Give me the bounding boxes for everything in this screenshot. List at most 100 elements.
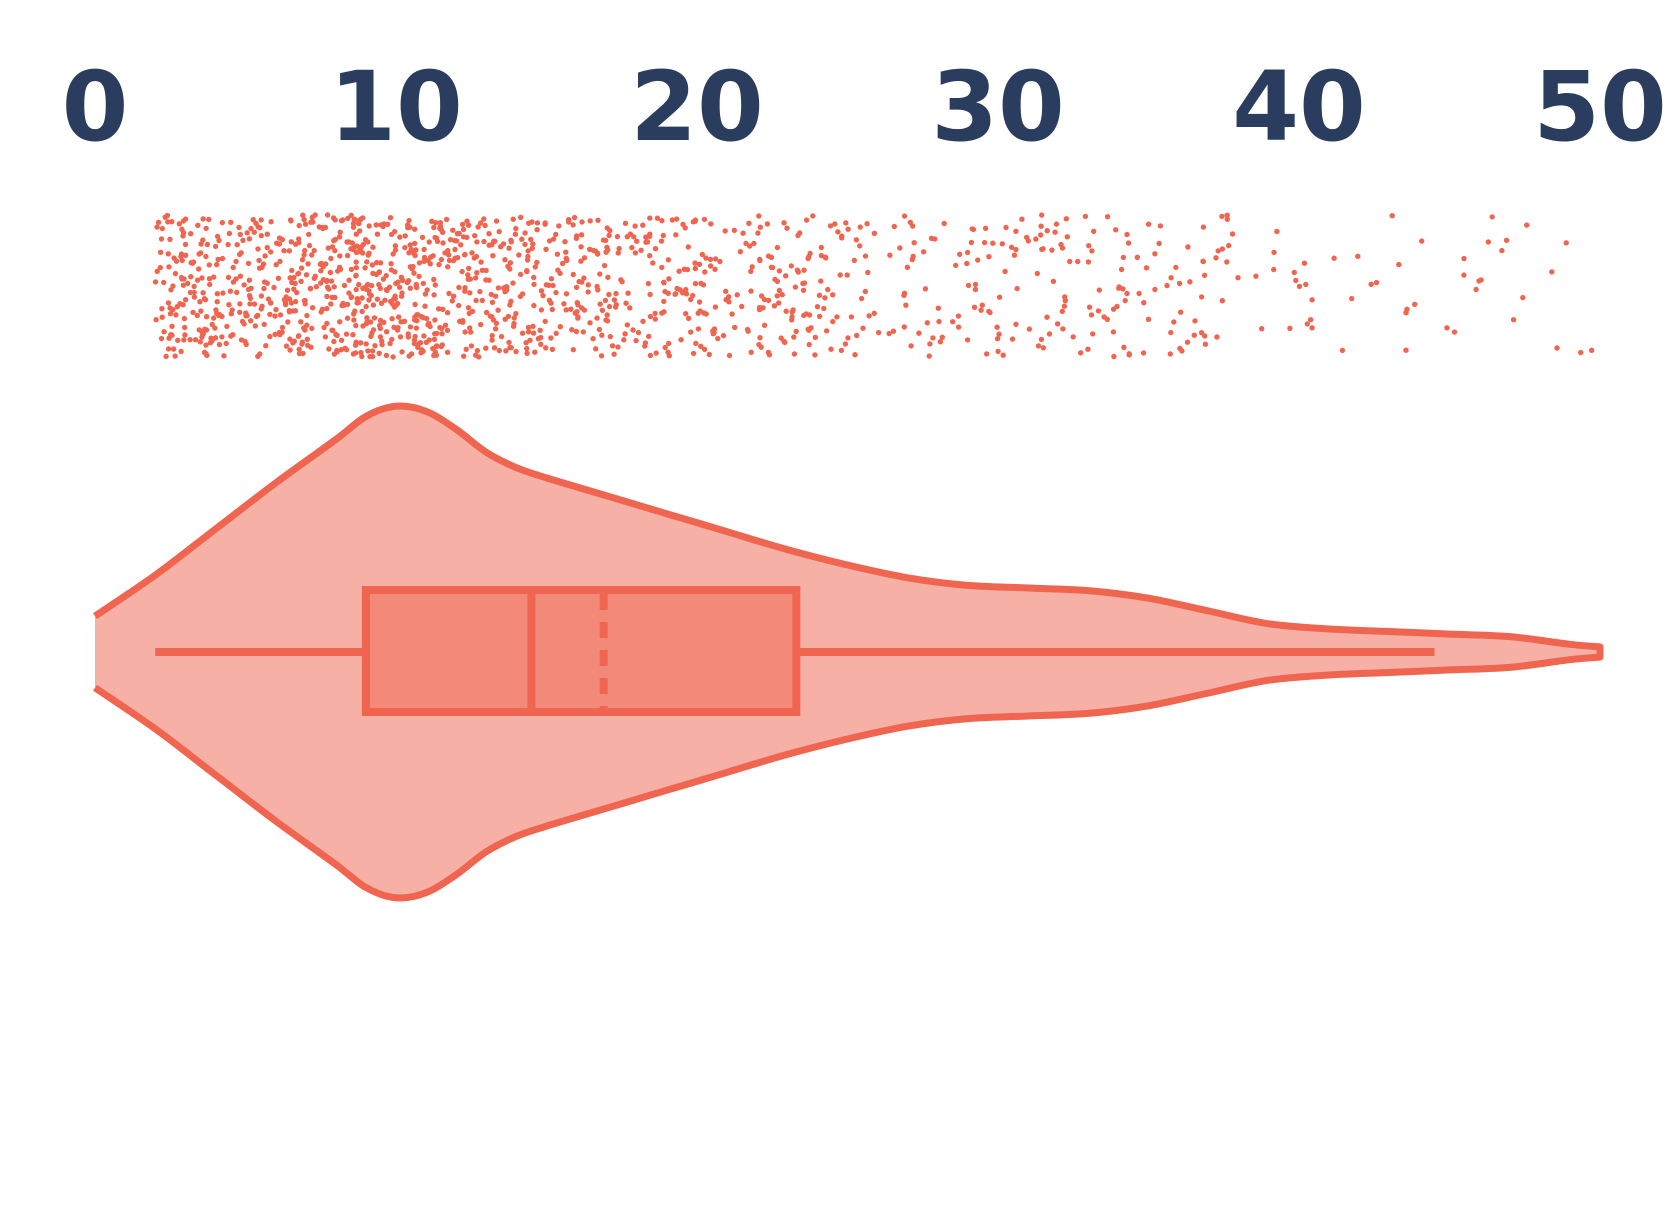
data-point xyxy=(631,234,637,240)
data-point xyxy=(374,259,380,266)
data-point xyxy=(508,239,514,245)
data-point xyxy=(503,284,510,290)
data-point xyxy=(615,250,621,256)
data-point xyxy=(360,215,366,221)
data-point xyxy=(771,303,778,309)
data-point xyxy=(225,241,231,248)
data-point xyxy=(366,297,372,303)
data-point xyxy=(500,241,507,247)
data-point xyxy=(994,324,1000,330)
data-point xyxy=(180,233,186,239)
data-point xyxy=(669,217,675,223)
data-point xyxy=(1085,346,1091,352)
data-point xyxy=(627,305,633,311)
data-point xyxy=(578,244,584,250)
data-point xyxy=(537,327,543,333)
data-point xyxy=(438,256,445,263)
data-point xyxy=(234,289,240,296)
data-point xyxy=(215,256,221,263)
data-point xyxy=(298,278,304,285)
data-point xyxy=(237,231,243,238)
data-point xyxy=(1403,347,1409,353)
data-point xyxy=(964,249,971,256)
data-point xyxy=(550,282,556,289)
data-point xyxy=(696,299,703,305)
data-point xyxy=(1059,308,1066,314)
data-point xyxy=(401,318,408,324)
data-point xyxy=(288,218,294,224)
data-point xyxy=(287,347,293,353)
data-point xyxy=(260,261,267,267)
data-point xyxy=(257,225,263,231)
data-point xyxy=(578,305,585,311)
data-point xyxy=(200,216,206,222)
data-point xyxy=(277,258,283,265)
data-point xyxy=(285,319,291,325)
data-point xyxy=(661,280,667,286)
data-point xyxy=(226,230,233,237)
data-point xyxy=(396,284,403,290)
data-point xyxy=(1025,238,1032,244)
data-point xyxy=(301,325,307,331)
data-point xyxy=(555,267,561,273)
data-point xyxy=(830,318,836,325)
data-point xyxy=(1124,231,1130,238)
data-point xyxy=(1173,264,1179,271)
data-point xyxy=(1141,300,1147,306)
data-point xyxy=(642,343,648,349)
data-point xyxy=(309,305,316,311)
data-point xyxy=(908,343,914,349)
data-point xyxy=(662,344,668,351)
data-point xyxy=(506,339,512,346)
data-point xyxy=(871,310,877,316)
data-point xyxy=(417,340,424,346)
data-point xyxy=(446,257,453,264)
data-point xyxy=(598,353,605,359)
data-point xyxy=(1014,285,1020,292)
data-point xyxy=(197,299,203,305)
data-point xyxy=(862,288,868,295)
data-point xyxy=(622,331,628,337)
data-point xyxy=(791,351,798,357)
data-point xyxy=(421,258,427,264)
data-point xyxy=(1476,278,1482,284)
data-point xyxy=(542,318,548,325)
data-point xyxy=(216,237,222,244)
data-point xyxy=(273,262,279,268)
data-point xyxy=(740,230,746,236)
data-point xyxy=(1293,277,1299,284)
data-point xyxy=(525,324,532,331)
data-point xyxy=(1143,265,1150,271)
data-point xyxy=(444,310,451,316)
data-point xyxy=(372,343,378,349)
data-point xyxy=(1589,347,1595,353)
data-point xyxy=(1171,319,1177,325)
data-point xyxy=(1549,269,1555,275)
data-point xyxy=(1176,280,1183,287)
data-point xyxy=(866,313,872,319)
data-point xyxy=(814,304,821,310)
data-point xyxy=(338,337,345,343)
data-point xyxy=(1039,212,1045,218)
data-point xyxy=(996,331,1002,337)
data-point xyxy=(601,262,608,269)
data-point xyxy=(801,280,808,286)
data-point xyxy=(683,311,689,317)
data-point xyxy=(590,247,597,254)
data-point xyxy=(473,253,480,260)
data-point xyxy=(935,305,941,311)
data-point xyxy=(527,337,533,343)
data-point xyxy=(357,340,364,346)
data-point xyxy=(376,281,382,288)
data-point xyxy=(451,293,457,299)
data-point xyxy=(605,274,611,280)
data-point xyxy=(1033,236,1039,242)
data-point xyxy=(816,313,823,320)
data-point xyxy=(638,247,644,253)
data-point xyxy=(568,306,574,312)
data-point xyxy=(188,231,194,237)
data-point xyxy=(374,231,381,237)
data-point xyxy=(1019,216,1025,222)
data-point xyxy=(289,279,295,286)
data-point xyxy=(1373,279,1380,286)
